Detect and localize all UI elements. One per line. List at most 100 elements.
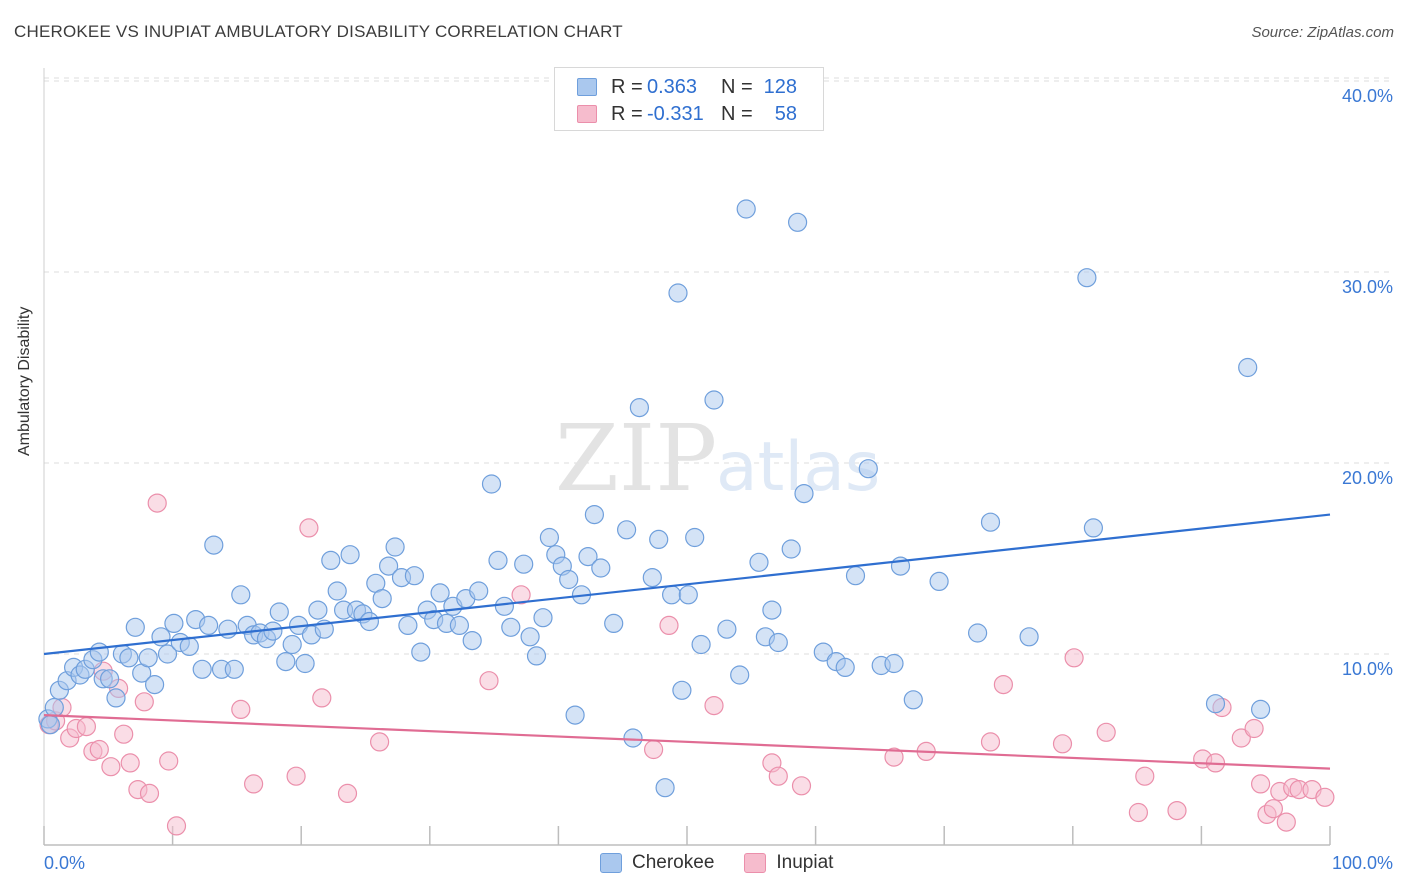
- inupiat-point: [1244, 718, 1264, 739]
- cherokee-point: [1250, 699, 1271, 720]
- cherokee-point: [1083, 518, 1104, 538]
- cherokee-swatch: [577, 78, 597, 96]
- cherokee-point: [125, 617, 145, 637]
- cherokee-point: [164, 613, 184, 634]
- cherokee-point: [1077, 268, 1097, 288]
- cherokee-point: [192, 659, 212, 679]
- cherokee-point: [672, 680, 692, 700]
- cherokee-point: [494, 596, 514, 616]
- inupiat-swatch: [744, 853, 767, 873]
- trend-lines: [43, 513, 1331, 770]
- cherokee-point: [89, 642, 109, 662]
- cherokee-point: [138, 648, 158, 668]
- inupiat-point: [980, 732, 1001, 752]
- cherokee-point: [1019, 627, 1039, 647]
- cherokee-point: [704, 390, 724, 410]
- cherokee-point: [411, 642, 431, 662]
- cherokee-point: [327, 581, 347, 601]
- cherokee-point: [835, 657, 855, 678]
- inupiat-point: [1250, 774, 1271, 794]
- y-tick-label: 30.0%: [1342, 277, 1393, 297]
- cherokee-point: [813, 642, 833, 662]
- inupiat-point: [286, 766, 306, 786]
- cherokee-point: [845, 566, 866, 586]
- x-tick-label-max: 100.0%: [1332, 853, 1393, 873]
- inupiat-point: [1263, 799, 1284, 819]
- inupiat-point: [299, 518, 319, 538]
- inupiat-point: [337, 783, 358, 804]
- cherokee-point: [929, 571, 949, 592]
- cherokee-point: [565, 705, 585, 725]
- cherokee-point: [794, 484, 814, 504]
- cherokee-point: [379, 556, 399, 576]
- inupiat-point: [134, 692, 154, 712]
- inupiat-point: [1064, 648, 1084, 668]
- cherokee-point: [616, 520, 637, 540]
- cherokee-point: [359, 611, 379, 632]
- y-tick-labels: 10.0% 20.0% 30.0% 40.0%: [1342, 86, 1393, 679]
- x-tick-labels: 0.0% 100.0%: [44, 853, 1393, 873]
- gridlines: [44, 77, 1392, 655]
- cherokee-point: [106, 688, 126, 708]
- inupiat-point: [704, 695, 724, 716]
- cherokee-swatch: [600, 853, 622, 873]
- correlation-legend: R = 0.363 N = 128 R = -0.331 N = 58: [554, 67, 824, 131]
- cherokee-point: [99, 669, 120, 689]
- cherokee-point: [449, 615, 469, 636]
- cherokee-points: [38, 199, 1271, 798]
- cherokee-point: [1205, 694, 1226, 714]
- legend-label-inupiat: Inupiat: [776, 852, 834, 873]
- cherokee-point: [526, 646, 547, 666]
- watermark-zip: ZIP: [555, 405, 717, 512]
- cherokee-point: [980, 512, 1001, 532]
- source-credit: Source: ZipAtlas.com: [1251, 24, 1394, 41]
- cherokee-point: [629, 398, 650, 418]
- inupiat-point: [101, 757, 121, 777]
- n-value: 58: [774, 102, 797, 125]
- cherokee-point: [308, 600, 328, 620]
- cherokee-point: [967, 623, 988, 643]
- inupiat-point: [89, 739, 109, 760]
- series-legend: Cherokee Inupiat: [600, 852, 863, 874]
- inupiat-point: [312, 688, 332, 708]
- inupiat-point: [1052, 734, 1073, 754]
- cherokee-point: [276, 651, 296, 672]
- cherokee-point: [781, 539, 801, 559]
- inupiat-point: [147, 493, 167, 513]
- cherokee-point: [199, 615, 219, 636]
- cherokee-point: [578, 546, 598, 567]
- cherokee-point: [1238, 357, 1258, 378]
- inupiat-point: [511, 585, 531, 605]
- cherokee-point: [655, 778, 675, 798]
- r-value: 0.363: [647, 75, 698, 98]
- cherokee-point: [321, 550, 341, 571]
- inupiat-point: [1276, 812, 1296, 832]
- inupiat-point: [1315, 787, 1335, 807]
- cherokee-point: [642, 567, 662, 588]
- inupiat-point: [884, 747, 904, 767]
- cherokee-point: [462, 630, 482, 651]
- cherokee-point: [481, 474, 502, 494]
- inupiat-trend-line: [43, 714, 1331, 770]
- x-tick-label-min: 0.0%: [44, 853, 85, 873]
- inupiat-point: [120, 753, 140, 773]
- cherokee-point: [858, 459, 878, 479]
- cherokee-point: [44, 697, 64, 718]
- cherokee-point: [884, 653, 904, 674]
- cherokee-point: [559, 569, 579, 590]
- n-label: N =: [721, 102, 753, 125]
- cherokee-point: [282, 634, 302, 655]
- r-label: R =: [611, 102, 643, 125]
- cherokee-point: [269, 602, 289, 622]
- inupiat-point: [1231, 728, 1251, 748]
- legend-item-cherokee: Cherokee: [600, 852, 714, 874]
- r-label: R =: [611, 75, 643, 98]
- cherokee-point: [903, 690, 923, 710]
- inupiat-point: [231, 699, 251, 720]
- cherokee-point: [295, 653, 315, 674]
- inupiat-point: [1135, 766, 1155, 786]
- cherokee-point: [145, 674, 165, 695]
- cherokee-point: [539, 527, 560, 548]
- inupiat-point: [791, 776, 812, 796]
- cherokee-point: [661, 585, 682, 605]
